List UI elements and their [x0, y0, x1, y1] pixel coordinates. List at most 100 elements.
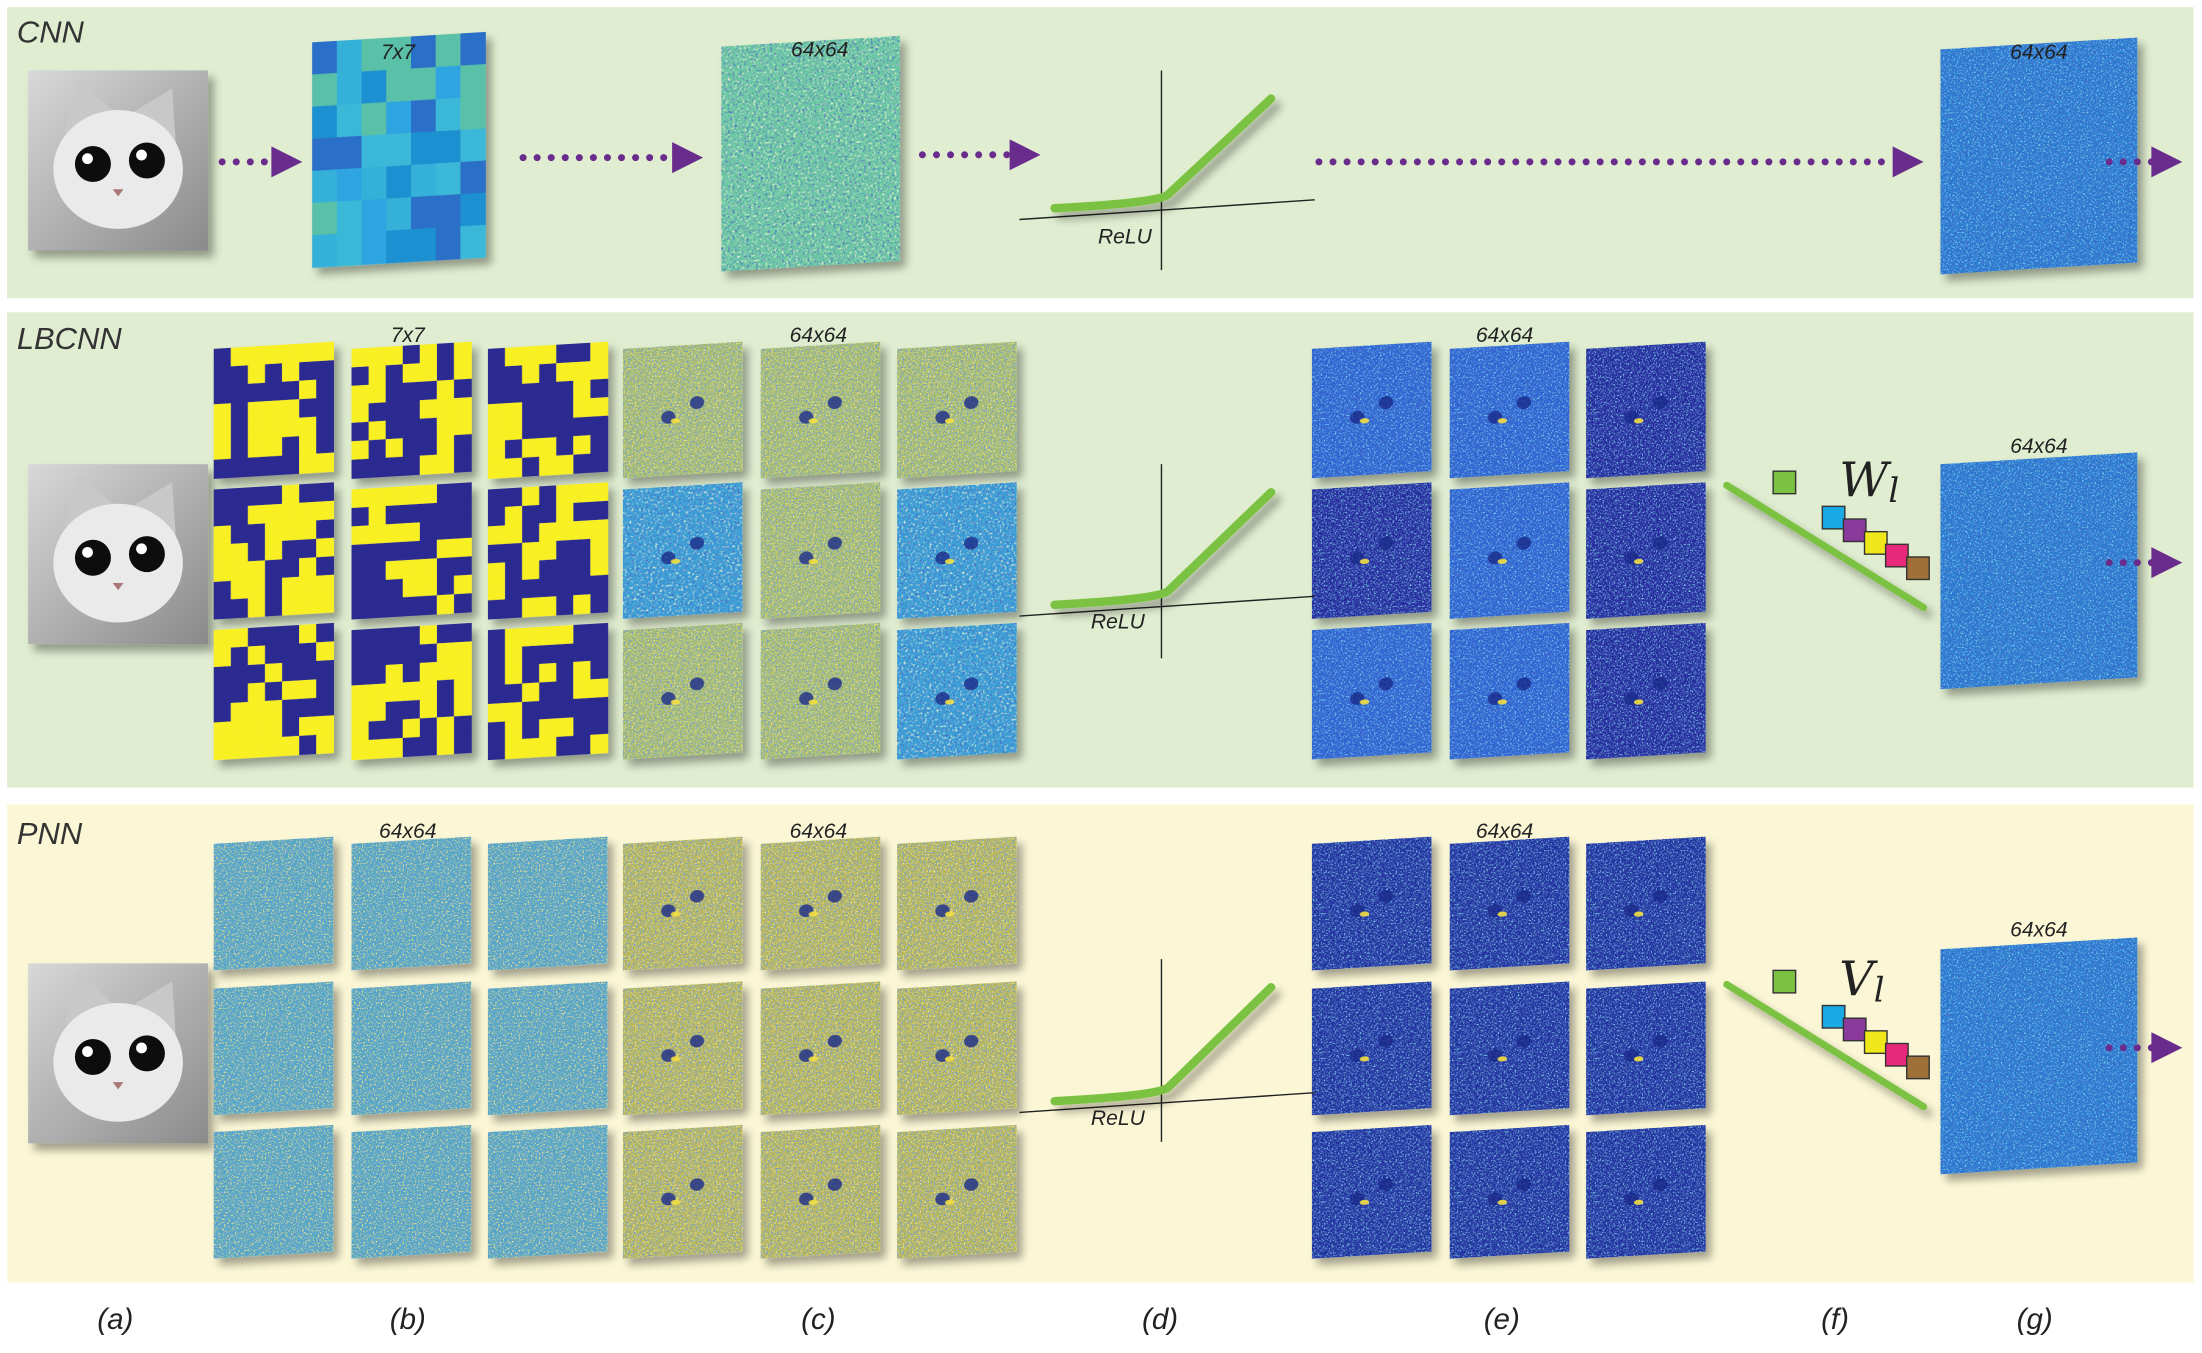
map-feature: [827, 1034, 842, 1048]
label: ReLU: [1091, 611, 1146, 634]
filter-cell: [368, 365, 387, 386]
filter-cell: [247, 626, 266, 648]
weight-box: [1821, 505, 1846, 530]
filter-cell: [299, 342, 317, 363]
filter-cell: [264, 363, 283, 384]
filter-cell: [436, 623, 455, 645]
filter-cell: [213, 403, 232, 424]
filter-cell: [419, 399, 438, 420]
filter-cell: [487, 665, 506, 687]
feature-map: [1311, 981, 1432, 1116]
label: (c): [801, 1303, 835, 1336]
filter-cell: [522, 645, 540, 666]
filter-cell: [264, 596, 283, 617]
filter-cell: [522, 700, 540, 722]
filter-cell: [316, 378, 334, 399]
map-feature: [944, 418, 955, 424]
map-feature: [1378, 396, 1394, 410]
filter-cell: [230, 524, 249, 545]
feature-map: [760, 836, 881, 971]
filter-cell: [539, 344, 557, 365]
filter-cell: [460, 64, 486, 99]
filter-cell: [385, 523, 404, 544]
filter-cell: [590, 574, 609, 595]
filter-cell: [247, 719, 266, 740]
filter-cell: [522, 578, 540, 600]
filter-cell: [573, 734, 592, 756]
map-feature: [689, 396, 705, 410]
map-feature: [827, 396, 842, 410]
map-texture: [351, 836, 472, 971]
filter-cell: [282, 576, 300, 597]
map-feature: [1633, 418, 1644, 424]
filter-cell: [316, 641, 334, 662]
filter-cell: [419, 502, 438, 524]
map-feature: [1378, 889, 1394, 903]
filter-cell: [487, 543, 506, 565]
filter-cell: [539, 522, 557, 543]
feature-map: [1311, 341, 1432, 479]
weight-box: [1772, 969, 1797, 994]
filter-cell: [436, 594, 455, 615]
filter-cell: [556, 417, 575, 438]
filter-cell: [316, 715, 334, 736]
map-texture: [760, 981, 881, 1116]
filter-cell: [556, 576, 575, 597]
filter-cell: [368, 487, 387, 508]
feature-map: [1940, 937, 2138, 1175]
filter-cell: [453, 593, 472, 614]
filter-cell: [453, 622, 472, 644]
filter-cell: [213, 721, 232, 742]
filter-cell: [590, 341, 609, 362]
filter-cell: [590, 452, 609, 473]
filter-cell: [590, 659, 609, 681]
filter-cell: [436, 501, 455, 523]
map-texture: [1311, 482, 1432, 619]
filter-cell: [385, 345, 404, 367]
filter-cell: [402, 418, 421, 439]
map-feature: [670, 418, 681, 424]
weight-box: [1906, 556, 1930, 581]
filter-cell: [264, 540, 283, 562]
filter-cell: [505, 646, 523, 667]
cat-nose: [112, 1082, 124, 1090]
filter-cell: [556, 362, 575, 383]
filter-cell: [460, 96, 486, 131]
map-feature: [670, 558, 681, 564]
map-feature: [670, 1199, 681, 1205]
label: 64x64: [1476, 820, 1533, 843]
filter-cell: [230, 505, 249, 527]
filter-cell: [487, 599, 506, 620]
filter-cell: [487, 702, 506, 724]
filter-cell: [402, 596, 421, 617]
map-feature: [1378, 1178, 1394, 1191]
cat-eye-glint: [136, 543, 147, 555]
map-texture: [1311, 622, 1432, 760]
label: 64x64: [790, 820, 847, 843]
filter-cell: [385, 456, 404, 477]
filter-cell: [386, 36, 412, 71]
filter-cell: [505, 561, 523, 582]
filter-cell: [402, 644, 421, 665]
feature-map: [1311, 836, 1432, 971]
filter-cell: [385, 578, 404, 600]
filter-cell: [282, 680, 300, 701]
filter-cell: [230, 683, 249, 704]
filter-cell: [419, 558, 438, 579]
filter-cell: [436, 697, 455, 719]
filter-cell: [368, 738, 387, 760]
map-texture: [721, 35, 900, 272]
filter-cell: [316, 341, 334, 362]
filter-cell: [539, 681, 557, 702]
filter-cell: [539, 455, 557, 476]
filter-cell: [402, 662, 421, 684]
map-feature: [1633, 1056, 1644, 1062]
filter-grid: [351, 341, 472, 479]
filter-cell: [522, 401, 540, 422]
filter-cell: [351, 384, 370, 406]
feature-map: [351, 1124, 472, 1259]
map-texture: [1449, 341, 1570, 479]
filter-cell: [351, 721, 370, 742]
filter-cell: [522, 382, 540, 403]
filter-cell: [316, 622, 334, 644]
